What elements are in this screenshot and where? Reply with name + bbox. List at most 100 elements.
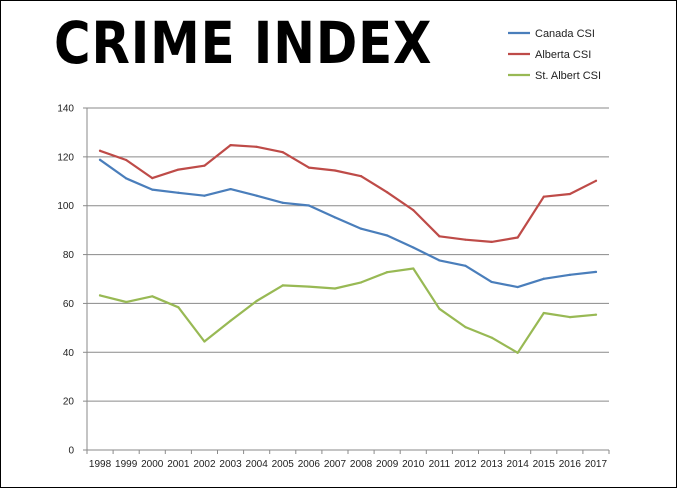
data-point-canada-csi (125, 177, 128, 180)
data-point-alberta-csi (203, 164, 206, 167)
gridlines (87, 107, 609, 402)
x-tick-label: 1999 (115, 459, 138, 470)
x-tick-label: 2013 (480, 459, 503, 470)
data-point-st-albert-csi (255, 299, 258, 303)
data-point-alberta-csi (333, 169, 337, 172)
series-line-canada-csi (98, 158, 598, 289)
x-tick-label: 2015 (533, 459, 556, 470)
x-tick-label: 2006 (298, 459, 321, 470)
x-tick-label: 2000 (141, 459, 164, 470)
data-point-alberta-csi (438, 235, 441, 238)
data-point-st-albert-csi (568, 316, 571, 319)
y-tick-label: 120 (57, 152, 74, 163)
y-tick-label: 40 (63, 348, 75, 359)
x-tick-label: 2012 (454, 459, 477, 470)
x-tick-label: 2001 (167, 459, 190, 470)
y-tick-label: 140 (57, 104, 74, 115)
legend: Canada CSI Alberta CSI St. Albert CSI (508, 28, 601, 82)
data-point-canada-csi (412, 246, 415, 249)
data-point-alberta-csi (568, 192, 571, 196)
series-lines (98, 144, 598, 354)
data-point-canada-csi (98, 158, 102, 161)
x-tick-label: 2016 (559, 459, 582, 470)
data-point-alberta-csi (229, 144, 232, 147)
x-tick-label: 2003 (219, 459, 242, 470)
data-point-alberta-csi (490, 240, 493, 243)
x-tick-label: 2014 (507, 459, 530, 470)
data-point-canada-csi (281, 201, 284, 204)
x-tick-label: 2011 (429, 459, 451, 470)
data-point-st-albert-csi (151, 295, 154, 298)
data-point-alberta-csi (412, 209, 415, 212)
data-point-canada-csi (490, 280, 493, 284)
data-point-alberta-csi (307, 166, 310, 169)
data-point-st-albert-csi (438, 307, 441, 310)
chart-title: CRIME INDEX (54, 9, 433, 77)
data-point-st-albert-csi (516, 351, 519, 354)
data-point-alberta-csi (594, 179, 598, 182)
data-point-st-albert-csi (229, 319, 232, 322)
data-point-alberta-csi (516, 236, 519, 239)
y-tick-label: 100 (57, 201, 74, 212)
data-point-st-albert-csi (359, 281, 363, 284)
data-point-st-albert-csi (307, 285, 310, 288)
data-point-canada-csi (516, 285, 519, 289)
data-point-st-albert-csi (464, 326, 467, 329)
data-point-alberta-csi (177, 168, 180, 171)
legend-label-alberta-csi: Alberta CSI (535, 49, 591, 61)
data-point-st-albert-csi (386, 271, 389, 274)
y-tick-label: 80 (63, 250, 75, 261)
data-point-st-albert-csi (594, 313, 598, 316)
data-point-st-albert-csi (98, 294, 102, 297)
data-point-alberta-csi (542, 195, 545, 198)
legend-label-canada-csi: Canada CSI (535, 28, 595, 40)
data-point-canada-csi (151, 188, 154, 191)
legend-label-st-albert-csi: St. Albert CSI (535, 70, 601, 82)
data-point-alberta-csi (386, 191, 389, 194)
series-line-st-albert-csi (98, 267, 598, 354)
data-point-canada-csi (542, 277, 545, 280)
data-point-canada-csi (438, 259, 441, 262)
data-point-alberta-csi (125, 158, 128, 162)
x-tick-label: 2008 (350, 459, 373, 470)
x-tick-label: 2007 (324, 459, 347, 470)
data-point-alberta-csi (98, 149, 102, 152)
x-tick-label: 2005 (272, 459, 295, 470)
data-point-st-albert-csi (203, 340, 206, 343)
data-point-st-albert-csi (542, 311, 545, 315)
x-tick-label: 2009 (376, 459, 399, 470)
data-point-canada-csi (386, 234, 389, 237)
data-point-canada-csi (594, 270, 598, 274)
data-point-canada-csi (177, 191, 180, 194)
data-point-alberta-csi (281, 151, 284, 154)
x-tick-label: 2017 (585, 459, 608, 470)
data-point-st-albert-csi (333, 287, 337, 290)
data-point-canada-csi (203, 194, 206, 197)
data-point-alberta-csi (464, 238, 467, 241)
data-point-st-albert-csi (281, 284, 284, 287)
data-point-canada-csi (333, 216, 337, 219)
data-point-canada-csi (568, 273, 571, 276)
data-point-canada-csi (229, 188, 232, 191)
data-point-canada-csi (307, 204, 310, 207)
data-point-st-albert-csi (177, 306, 180, 309)
series-line-alberta-csi (98, 144, 598, 243)
data-point-st-albert-csi (125, 300, 128, 304)
y-tick-label: 60 (63, 299, 75, 310)
data-point-canada-csi (255, 194, 258, 197)
data-point-st-albert-csi (490, 336, 493, 339)
x-tick-label: 2004 (246, 459, 269, 470)
x-tick-label: 1998 (89, 459, 112, 470)
x-tick-label: 2002 (193, 459, 216, 470)
y-tick-label: 0 (68, 446, 74, 457)
y-tick-label: 20 (63, 397, 75, 408)
data-point-alberta-csi (151, 177, 154, 180)
x-tick-label: 2010 (402, 459, 425, 470)
data-point-canada-csi (359, 227, 363, 230)
data-point-canada-csi (464, 264, 467, 267)
data-point-alberta-csi (359, 175, 363, 178)
data-point-st-albert-csi (412, 267, 415, 270)
data-point-alberta-csi (255, 145, 258, 148)
